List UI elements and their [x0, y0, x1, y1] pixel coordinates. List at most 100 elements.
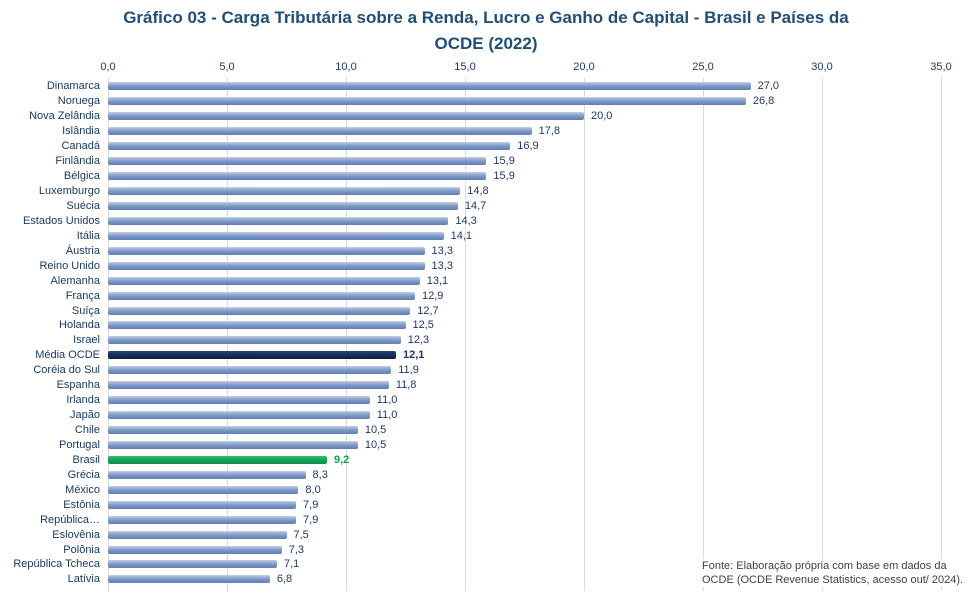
gridlines — [0, 78, 973, 591]
value-label: 6,8 — [276, 573, 293, 586]
bar — [108, 112, 584, 121]
bar-row: Média OCDE 12,1 — [0, 348, 973, 363]
value-label: 11,0 — [376, 409, 398, 422]
bar-row: Alemanha 13,1 — [0, 273, 973, 288]
x-axis-tick: 35,0 — [930, 61, 952, 73]
bar-row: Grécia 8,3 — [0, 467, 973, 482]
bar — [108, 381, 389, 390]
category-label: Polônia — [63, 543, 100, 556]
category-label: Canadá — [61, 140, 100, 153]
x-axis-tick: 0,0 — [100, 61, 116, 73]
value-label: 14,1 — [450, 229, 472, 242]
bar — [108, 231, 444, 240]
chart-title-line1: Gráfico 03 - Carga Tributária sobre a Re… — [123, 8, 849, 27]
source-note-line1: Fonte: Elaboração própria com base em da… — [702, 560, 947, 572]
value-label: 15,9 — [493, 170, 515, 183]
value-label: 17,8 — [538, 125, 561, 138]
bar — [108, 575, 270, 584]
bar-row: Espanha 11,8 — [0, 378, 973, 393]
x-axis-tick: 15,0 — [454, 61, 476, 73]
bar — [108, 530, 287, 539]
bar — [108, 560, 277, 569]
bar-row: Suíça 12,7 — [0, 303, 973, 318]
bar — [108, 142, 511, 151]
category-label: Estados Unidos — [22, 214, 100, 227]
bar-row: México 8,0 — [0, 482, 973, 497]
source-note: Fonte: Elaboração própria com base em da… — [702, 559, 967, 587]
bar — [108, 515, 297, 524]
value-label: 13,3 — [431, 244, 453, 257]
category-label: República Tcheca — [13, 558, 100, 571]
bar-row: Portugal 10,5 — [0, 438, 973, 453]
value-label: 27,0 — [757, 80, 780, 93]
category-label: Islândia — [62, 125, 100, 138]
value-label: 12,3 — [407, 334, 430, 347]
bar — [108, 366, 392, 375]
value-label: 20,0 — [591, 110, 613, 123]
bar-brasil — [108, 455, 327, 464]
x-axis: 0,0 5,0 10,0 15,0 20,0 25,0 30,0 35,0 — [0, 61, 973, 75]
value-label: 10,5 — [364, 438, 387, 451]
category-label: Luxemburgo — [38, 185, 100, 198]
category-label: Grécia — [67, 468, 100, 481]
bar-row: Finlândia 15,9 — [0, 154, 973, 169]
bar-row: Chile 10,5 — [0, 423, 973, 438]
bar — [108, 246, 425, 255]
bar-row: Itália 14,1 — [0, 228, 973, 243]
gridline — [584, 78, 585, 591]
category-label: Finlândia — [55, 155, 100, 168]
gridline — [346, 78, 347, 591]
category-label: Bélgica — [63, 170, 100, 183]
bar — [108, 500, 297, 509]
category-label: México — [65, 483, 100, 496]
value-label: 10,5 — [364, 424, 387, 437]
bar-row: Polônia 7,3 — [0, 542, 973, 557]
category-label: Suíça — [71, 304, 100, 317]
category-label: França — [65, 289, 100, 302]
category-label: Israel — [73, 334, 100, 347]
bar — [108, 545, 282, 554]
bar — [108, 306, 411, 315]
value-label: 7,5 — [293, 528, 309, 541]
category-label: Coréia do Sul — [33, 364, 100, 377]
bar — [108, 426, 358, 435]
value-label: 14,8 — [467, 185, 489, 198]
value-label: 13,1 — [426, 274, 449, 287]
chart-title-line2: OCDE (2022) — [434, 34, 538, 53]
value-label: 12,5 — [412, 319, 434, 332]
x-axis-tick: 10,0 — [335, 61, 357, 73]
category-label: Irlanda — [66, 394, 100, 407]
category-label: Alemanha — [50, 274, 100, 287]
gridline — [227, 78, 228, 591]
value-label: 7,1 — [283, 558, 300, 571]
category-label: Itália — [76, 229, 100, 242]
category-label: Suécia — [66, 199, 100, 212]
value-label: 8,3 — [312, 468, 328, 481]
category-label: Áustria — [65, 244, 100, 257]
bar-row: Coréia do Sul 11,9 — [0, 363, 973, 378]
x-axis-tick: 30,0 — [811, 61, 833, 73]
bar-row: Estados Unidos 14,3 — [0, 213, 973, 228]
value-label: 13,3 — [431, 259, 453, 272]
value-label: 7,3 — [288, 543, 305, 556]
bar-rows: Dinamarca 27,0 Noruega 26,8 Nova Zelândia 20,… — [0, 79, 973, 587]
chart-title: Gráfico 03 - Carga Tributária sobre a Re… — [56, 5, 916, 57]
value-label: 11,9 — [398, 364, 419, 377]
bar-row: Luxemburgo 14,8 — [0, 184, 973, 199]
bar-row: Bélgica 15,9 — [0, 169, 973, 184]
bar — [108, 470, 306, 479]
value-label: 15,9 — [493, 155, 515, 168]
category-label: Dinamarca — [46, 80, 100, 93]
bar — [108, 172, 487, 181]
bar — [108, 201, 458, 210]
category-label: Espanha — [56, 379, 100, 392]
value-label: 14,7 — [464, 199, 487, 212]
value-label: 7,9 — [303, 513, 319, 526]
category-label: Brasil — [72, 453, 100, 466]
bar — [108, 276, 420, 285]
value-label: 11,8 — [395, 379, 417, 392]
gridline — [941, 78, 942, 591]
value-label: 16,9 — [517, 140, 539, 153]
category-label: Holanda — [59, 319, 100, 332]
category-label: República… — [40, 513, 100, 526]
